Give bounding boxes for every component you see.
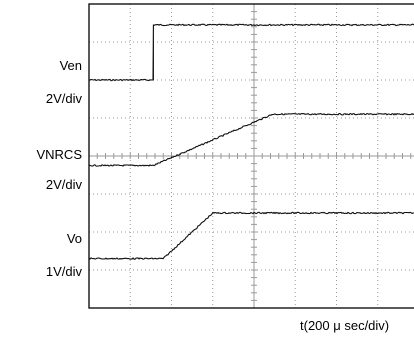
vo-channel-label: Vo <box>66 231 82 246</box>
grid <box>88 3 414 309</box>
x-axis-label: t(200 μ sec/div) <box>300 318 390 333</box>
trace-vnrcs <box>88 112 414 167</box>
trace-vo <box>88 211 414 260</box>
plot-frame <box>88 3 414 309</box>
vo-scale-label: 1V/div <box>45 264 82 279</box>
vnrcs-channel-label: VNRCS <box>36 147 82 162</box>
ven-scale-label: 2V/div <box>45 91 82 106</box>
traces <box>88 23 414 260</box>
ven-channel-label: Ven <box>59 58 82 73</box>
vnrcs-scale-label: 2V/div <box>45 177 82 192</box>
trace-ven <box>88 23 414 82</box>
